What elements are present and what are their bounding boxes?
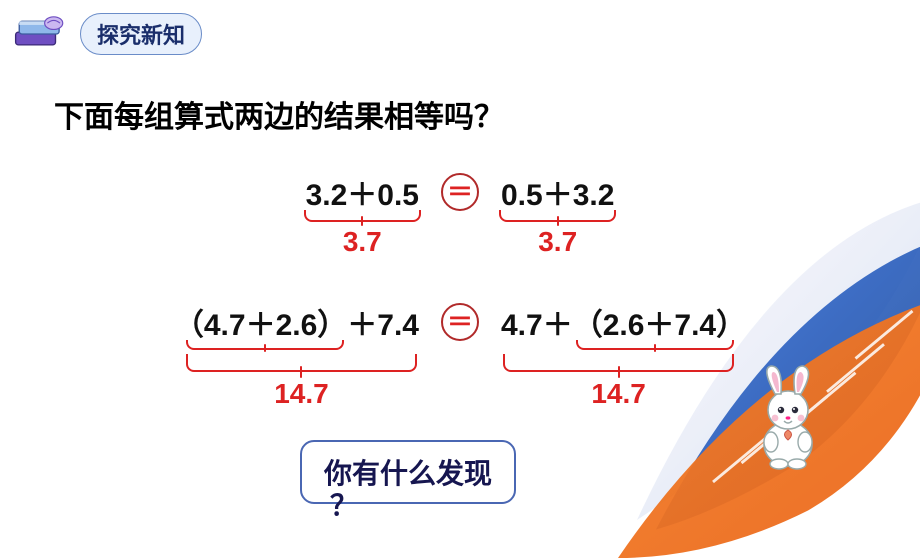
bubble-question-mark: ？ — [330, 484, 358, 524]
result-2-left: 14.7 — [186, 378, 417, 410]
expr-text: 4.7＋（2.6＋7.4） — [501, 309, 746, 342]
expr-2-right: 4.7＋（2.6＋7.4） 14.7 — [499, 300, 748, 344]
equation-row-1: 3.2＋0.5 3.7 ＝ 0.5＋3.2 3.7 — [0, 170, 920, 214]
expr-1-left: 3.2＋0.5 3.7 — [304, 170, 421, 214]
prompt-text: 下面每组算式两边的结果相等吗？ — [54, 92, 504, 136]
section-header: 探究新知 — [12, 12, 202, 56]
equation-row-2: （4.7＋2.6）＋7.4 14.7 ＝ 4.7＋（2.6＋7.4） 14.7 — [0, 300, 920, 344]
equals-circle-1: ＝ — [441, 173, 479, 211]
equals-circle-2: ＝ — [441, 303, 479, 341]
expr-1-right: 0.5＋3.2 3.7 — [499, 170, 616, 214]
expr-text: 3.2＋0.5 — [306, 179, 419, 212]
expr-text: （4.7＋2.6）＋7.4 — [174, 309, 419, 342]
result-1-left: 3.7 — [304, 226, 421, 258]
expr-2-left: （4.7＋2.6）＋7.4 14.7 — [172, 300, 421, 344]
books-icon — [12, 12, 70, 56]
rabbit-icon — [743, 364, 838, 474]
section-title: 探究新知 — [80, 13, 202, 55]
expr-text: 0.5＋3.2 — [501, 179, 614, 212]
